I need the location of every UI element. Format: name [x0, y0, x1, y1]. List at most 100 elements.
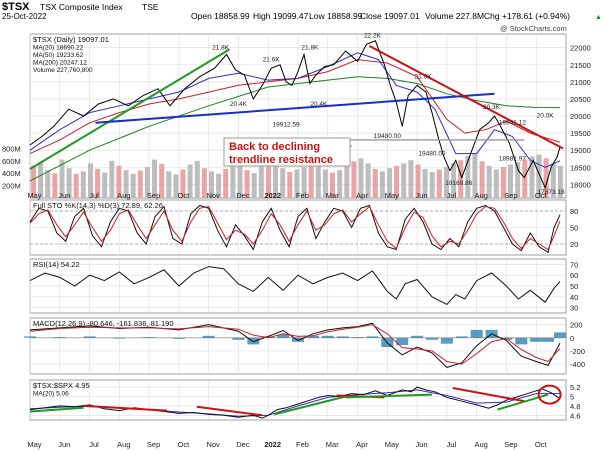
volume-bar — [394, 165, 400, 198]
volume-bar — [479, 161, 485, 198]
price-ytick-label: 18000 — [570, 180, 591, 189]
rsi-ytick-label: 50 — [570, 282, 578, 291]
price-label: 21.6K — [263, 56, 281, 63]
chart-symbol: $TSX — [2, 1, 30, 13]
x-axis-label-top: 2022 — [264, 191, 281, 200]
volume-bar — [315, 165, 321, 198]
price-label: 19480.00 — [418, 150, 445, 157]
volume-tick-label: 800M — [2, 144, 21, 153]
macd-legend: MACD(12,26,9) -80.646, -161.836, 81.190 — [33, 319, 174, 328]
price-label: 19941.12 — [499, 120, 526, 127]
volume-bar — [152, 159, 157, 198]
macd-histogram-bar — [321, 335, 334, 338]
volume-bar — [273, 163, 279, 198]
volume-bar — [66, 168, 72, 198]
volume-bar — [294, 169, 300, 198]
x-axis-label-top: May — [27, 191, 41, 200]
x-axis-label-top: Dec — [236, 191, 250, 200]
volume-bar — [123, 170, 129, 198]
ma200-line — [29, 76, 561, 182]
macd-histogram-bar — [440, 337, 453, 344]
x-axis-label: Jun — [58, 440, 70, 449]
volume-bar — [330, 172, 335, 198]
macd-legend-entry: MACD(12,26,9) -80.646, -161.836, 81.190 — [33, 319, 174, 328]
x-axis-label-top: Jul — [447, 191, 457, 200]
volume-bar — [536, 154, 542, 198]
volume-bar — [109, 160, 115, 198]
x-axis-label-top: Mar — [326, 191, 339, 200]
volume-bar — [522, 159, 528, 198]
volume-bar — [451, 163, 457, 198]
price-legend-entry: MA(50) 19233.62 — [33, 52, 84, 59]
x-axis-label: Dec — [236, 440, 250, 449]
x-axis-label: Mar — [326, 440, 339, 449]
volume-bar — [223, 168, 229, 198]
volume-bar — [88, 163, 93, 198]
macd-histogram-bar — [277, 334, 290, 338]
volume-bar — [486, 165, 492, 198]
volume-bar — [358, 158, 364, 198]
ohlc-close: Close 19097.01 — [360, 11, 420, 21]
volume-bar — [351, 161, 357, 198]
x-axis-label-top: May — [385, 191, 399, 200]
macd-ytick-label: 0 — [570, 334, 574, 343]
macd-histogram-bar — [554, 332, 566, 338]
macd-signal-line — [29, 324, 561, 365]
x-axis-label: Sep — [147, 440, 160, 449]
price-label: 20.4K — [310, 101, 328, 108]
ratio-ytick-label: 5 — [570, 392, 574, 401]
ratio-ytick-label: 5.2 — [570, 383, 580, 392]
ohlc-low: Low 18858.99 — [309, 11, 363, 21]
macd-histogram-bar — [515, 337, 528, 345]
volume-bar — [52, 173, 58, 198]
green-trend-3 — [345, 393, 433, 399]
volume-bar — [472, 153, 478, 198]
x-axis-label-top: Jun — [58, 191, 70, 200]
x-axis-label-top: Oct — [178, 191, 191, 200]
volume-bar — [429, 172, 435, 198]
volume-bar — [80, 171, 86, 198]
volume-bar — [543, 158, 549, 198]
volume-bar — [337, 170, 343, 198]
macd-histogram-bar — [262, 336, 275, 338]
price-label: 21.8K — [212, 44, 230, 51]
chart-name: TSX Composite Index — [40, 2, 123, 12]
volume-bar — [59, 159, 65, 198]
x-axis-label-top: Oct — [535, 191, 548, 200]
rsi-ytick-label: 30 — [570, 304, 578, 313]
price-label: 22.2K — [364, 32, 382, 39]
macd-histogram-bar — [113, 337, 126, 339]
price-label: 19912.59 — [273, 121, 300, 128]
x-axis-label: Sep — [504, 440, 517, 449]
red-trend-4 — [452, 387, 525, 403]
price-label: 21.8K — [301, 44, 319, 51]
macd-histogram-bar — [232, 337, 245, 340]
macd-histogram-bar — [202, 335, 215, 338]
chart-body: 1800018500190001950020000205002100021500… — [2, 32, 591, 449]
red-downtrend-line — [369, 45, 564, 150]
sto-ytick-label: 20 — [570, 240, 578, 249]
annotation-text-line2: trendline resistance — [229, 154, 333, 166]
x-axis-label-top: Aug — [474, 191, 487, 200]
x-axis-label: Apr — [356, 440, 368, 449]
price-legend-entry: $TSX (Daily) 19097.01 — [33, 35, 109, 44]
volume-bar — [379, 171, 385, 198]
volume-bar — [372, 168, 378, 198]
sto-ytick-label: 80 — [570, 207, 578, 216]
sto-legend: Full STO %K(14,3) %D(3) 72.89, 62.26 — [33, 201, 163, 210]
x-axis-label: May — [27, 440, 41, 449]
price-label: 18169.86 — [445, 180, 472, 187]
macd-histogram-bar — [83, 336, 96, 338]
price-ytick-label: 19500 — [570, 129, 591, 138]
macd-histogram-bar — [530, 337, 543, 342]
macd-ytick-label: -200 — [570, 347, 585, 356]
volume-bar — [237, 166, 243, 198]
macd-histogram-bar — [366, 336, 379, 338]
price-legend-entry: MA(200) 20247.12 — [33, 60, 87, 67]
x-axis-label: Oct — [178, 440, 191, 449]
volume-bar — [465, 155, 471, 198]
volume-bar — [31, 165, 36, 198]
x-axis-label: Jun — [416, 440, 428, 449]
volume-bar — [408, 160, 414, 198]
